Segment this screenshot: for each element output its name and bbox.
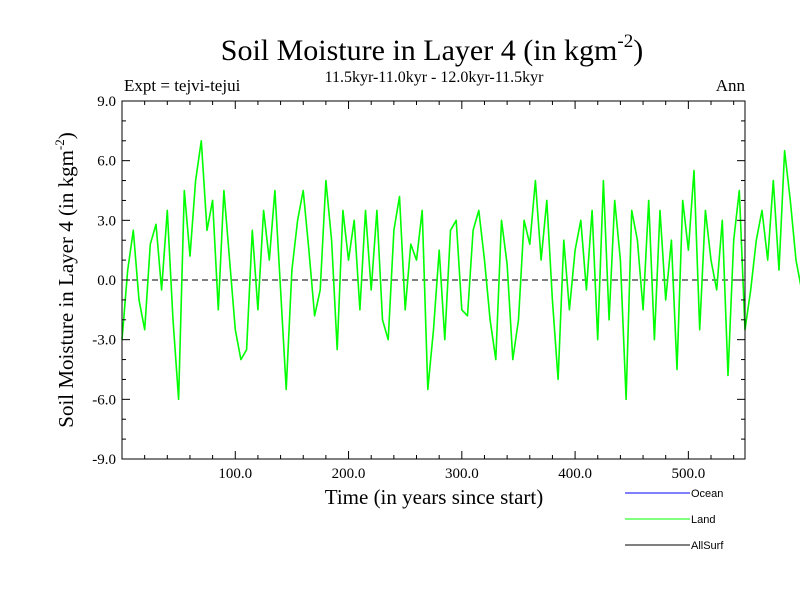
y-tick-label: -3.0: [92, 333, 116, 349]
experiment-label: Expt = tejvi-tejui: [124, 76, 241, 95]
x-tick-label: 300.0: [445, 466, 479, 482]
chart-title-close: ): [633, 34, 643, 67]
y-axis-label: Soil Moisture in Layer 4 (in kgm-2): [52, 132, 78, 427]
y-tick-label: 9.0: [97, 94, 116, 110]
series-line-land: [121, 140, 800, 401]
y-axis-label-close: ): [54, 132, 78, 139]
y-tick-label: 0.0: [97, 273, 116, 289]
legend-label-land: Land: [691, 514, 715, 526]
chart-title: Soil Moisture in Layer 4 (in kgm-2): [221, 31, 643, 67]
x-tick-label: 100.0: [218, 466, 252, 482]
x-tick-label: 500.0: [671, 466, 705, 482]
y-tick-label: -6.0: [92, 392, 116, 408]
y-tick-label: 3.0: [97, 213, 116, 229]
x-tick-label: 400.0: [558, 466, 592, 482]
x-axis-label: Time (in years since start): [325, 485, 544, 509]
chart-title-superscript: -2: [617, 31, 633, 52]
legend: Ocean Land AllSurf: [625, 488, 724, 552]
y-axis-label-main: Soil Moisture in Layer 4 (in kgm: [54, 150, 78, 428]
y-tick-label: 6.0: [97, 154, 116, 170]
y-tick-label: -9.0: [92, 452, 116, 468]
chart-title-main: Soil Moisture in Layer 4 (in kgm: [221, 34, 618, 67]
legend-label-allsurf: AllSurf: [691, 540, 724, 552]
season-label: Ann: [716, 76, 746, 95]
legend-label-ocean: Ocean: [691, 488, 723, 500]
x-tick-label: 200.0: [332, 466, 366, 482]
y-axis-label-superscript: -2: [52, 139, 67, 150]
period-label: 11.5kyr-11.0kyr - 12.0kyr-11.5kyr: [325, 69, 545, 86]
